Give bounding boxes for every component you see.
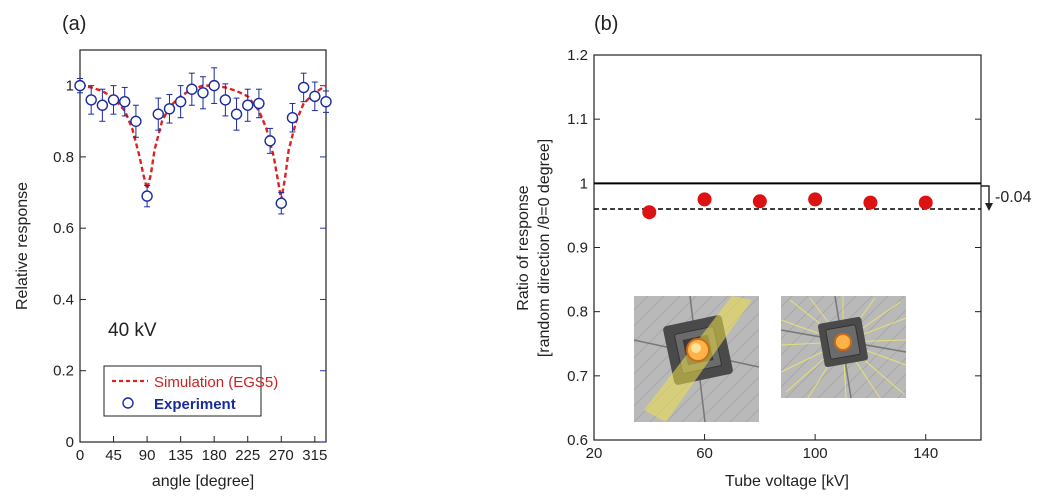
panel-b-x-axis-label: Tube voltage [kV] <box>725 473 849 490</box>
panel-a-y-ticks: 0 0.2 0.4 0.6 0.8 1 <box>53 78 326 451</box>
ratio-point <box>863 195 878 210</box>
y-tick-label: 0.2 <box>53 363 74 380</box>
y-tick-label: 0.7 <box>567 368 588 385</box>
panel-b-y-axis-label-line-2: [random direction /θ=0 degree] <box>536 139 553 357</box>
ratio-point <box>808 192 823 207</box>
y-tick-label: 0.6 <box>53 220 74 237</box>
experiment-point <box>309 81 321 112</box>
panel-b: (b) 0.6 0.7 0.8 0.9 1 1.1 1.2 20 60 100 140 Tube … <box>515 13 1032 490</box>
x-tick-label: 100 <box>803 445 828 462</box>
panel-a-label: (a) <box>62 13 86 35</box>
y-tick-label: 0 <box>66 434 74 451</box>
experiment-point <box>119 86 131 117</box>
x-tick-label: 270 <box>269 447 294 464</box>
panel-a-legend: Simulation (EGS5) Experiment <box>103 365 278 417</box>
experiment-point <box>74 78 86 94</box>
panel-a: (a) 00.20.40.60.81 0 45 90 135 180 225 270 315 … <box>14 13 332 490</box>
legend-simulation-label: Simulation (EGS5) <box>154 374 278 391</box>
y-tick-label: 0.9 <box>567 240 588 257</box>
experiment-point <box>208 67 220 104</box>
inset-2-source <box>834 333 852 351</box>
experiment-point <box>96 88 109 122</box>
inset-rendering-diagonal-beam <box>633 295 760 423</box>
x-tick-label: 315 <box>302 447 327 464</box>
offset-annotation: -0.04 <box>995 189 1032 206</box>
y-tick-label: 0.8 <box>567 304 588 321</box>
x-tick-label: 60 <box>696 445 713 462</box>
experiment-point <box>286 102 299 133</box>
x-tick-label: 140 <box>913 445 938 462</box>
panel-a-x-ticks: 0 45 90 135 180 225 270 315 <box>76 436 327 464</box>
experiment-point <box>275 192 287 215</box>
x-tick-label: 20 <box>586 445 603 462</box>
experiment-point <box>230 97 243 131</box>
x-tick-label: 90 <box>139 447 156 464</box>
ratio-point <box>697 192 712 207</box>
y-tick-label: 1 <box>580 175 588 192</box>
x-tick-label: 180 <box>202 447 227 464</box>
x-tick-label: 45 <box>105 447 122 464</box>
offset-arrow-icon <box>985 203 993 211</box>
experiment-point <box>219 83 232 117</box>
legend-experiment-label: Experiment <box>154 396 236 413</box>
experiment-point <box>253 88 265 119</box>
experiment-point <box>320 90 332 113</box>
experiment-point <box>130 104 142 138</box>
x-tick-label: 0 <box>76 447 84 464</box>
panel-a-x-axis-label: angle [degree] <box>152 473 254 490</box>
legend-box <box>103 365 262 417</box>
panel-b-y-ticks: 0.6 0.7 0.8 0.9 1 1.1 1.2 <box>567 47 981 449</box>
experiment-point <box>264 127 276 154</box>
ratio-point <box>642 205 657 220</box>
experiment-point <box>107 85 120 115</box>
x-tick-label: 225 <box>235 447 260 464</box>
legend-experiment-swatch <box>122 397 134 409</box>
offset-bracket <box>981 185 990 208</box>
voltage-annotation: 40 kV <box>108 320 157 341</box>
panel-b-y-axis-label-line-1: Ratio of response <box>515 185 532 311</box>
experiment-point <box>85 85 97 115</box>
experiment-point <box>174 85 187 119</box>
experiment-point <box>141 184 153 208</box>
y-tick-label: 1 <box>66 78 74 95</box>
inset-rendering-random-beam <box>780 295 907 399</box>
experiment-point <box>297 72 310 103</box>
y-tick-label: 1.2 <box>567 47 588 64</box>
y-tick-label: 0.8 <box>53 149 74 166</box>
experiment-point <box>197 76 209 110</box>
y-tick-label: 0.6 <box>567 432 588 449</box>
ratio-point <box>752 194 767 209</box>
ratio-series <box>642 192 933 220</box>
experiment-point <box>242 88 254 122</box>
ratio-point <box>918 195 933 210</box>
y-tick-label: 0.4 <box>53 291 74 308</box>
panel-a-plot-frame <box>79 49 327 443</box>
panel-b-label: (b) <box>594 13 618 35</box>
x-tick-label: 135 <box>168 447 193 464</box>
experiment-series <box>74 67 332 215</box>
y-tick-label: 1.1 <box>567 111 588 128</box>
experiment-point <box>163 94 176 124</box>
reference-lines <box>594 182 981 210</box>
panel-b-x-ticks: 20 60 100 140 <box>586 434 938 462</box>
experiment-point <box>152 97 164 131</box>
panel-a-y-axis-label: Relative response <box>14 182 31 310</box>
inset-1-source-core <box>691 343 701 353</box>
experiment-point <box>186 72 198 106</box>
